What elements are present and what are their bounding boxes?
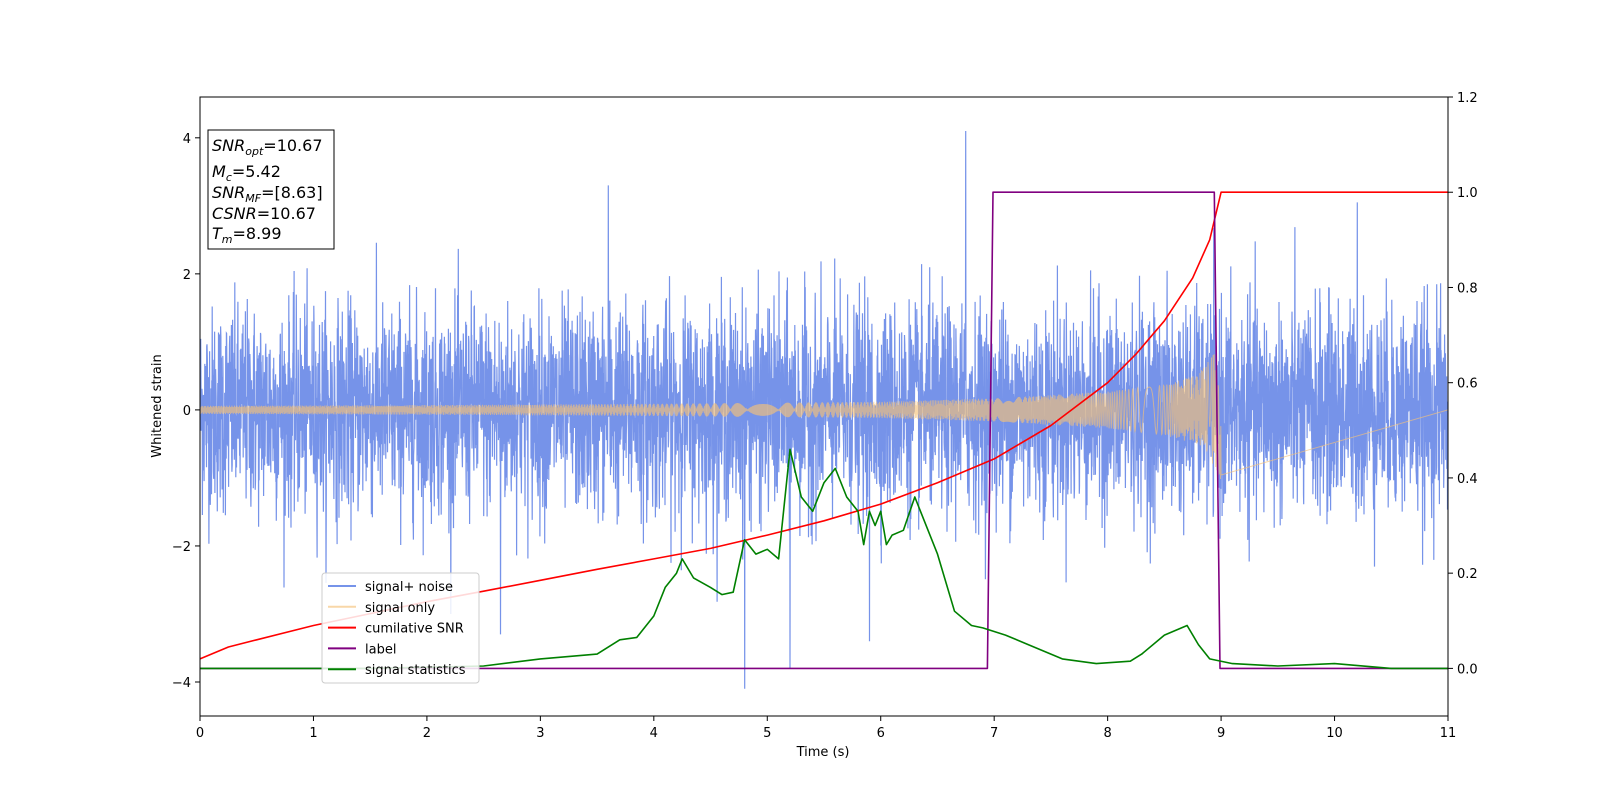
legend-frame: [321, 572, 480, 684]
legend-label: signal only: [365, 601, 435, 616]
y-tick-label-right: 0.0: [1457, 662, 1478, 677]
x-tick-label: 4: [650, 726, 658, 741]
y-tick-label-right: 0.8: [1457, 281, 1478, 296]
x-axis-label: Time (s): [796, 745, 850, 760]
legend-label: label: [365, 642, 396, 657]
legend-label: signal statistics: [365, 663, 466, 678]
y-tick-label-left: 0: [183, 404, 191, 419]
x-tick-label: 11: [1440, 726, 1457, 741]
x-tick-label: 10: [1326, 726, 1343, 741]
y-tick-label-right: 1.2: [1457, 91, 1478, 106]
stats-annotation-box: SNRopt=10.67 Mc=5.42SNRMF=[8.63]CSNR=10.6…: [207, 129, 335, 250]
stats-annotation-line: Mc=5.42: [212, 162, 281, 184]
series-line-signal-noise: [200, 130, 1448, 689]
y-tick-label-right: 1.0: [1457, 186, 1478, 201]
y-tick-label-left: −2: [172, 540, 191, 555]
stats-annotation-line: SNRMF=[8.63]: [212, 183, 323, 205]
y-tick-label-left: 2: [183, 268, 191, 283]
x-tick-label: 9: [1217, 726, 1225, 741]
y-tick-label-left: −4: [172, 676, 191, 691]
y-tick-label-right: 0.6: [1457, 377, 1478, 392]
x-tick-label: 7: [990, 726, 998, 741]
y-tick-label-left: 4: [183, 132, 191, 147]
x-tick-label: 3: [536, 726, 544, 741]
axes: 0 1 2 3 4 5 6 7 8 9 10 11 −4 −2 0 2 4 0.0 0.2 0.4 0.6 0.8 1.0 1…: [172, 91, 1478, 741]
legend-label: cumilative SNR: [365, 622, 464, 637]
plot-frame: [199, 96, 1449, 717]
y-axis-label-left: Whitened strain: [150, 354, 165, 457]
y-tick-label-right: 0.2: [1457, 567, 1478, 582]
stats-annotation-line: CSNR=10.67: [212, 204, 316, 223]
x-tick-label: 6: [877, 726, 885, 741]
stats-annotation-frame: [207, 129, 335, 250]
x-tick-label: 5: [763, 726, 771, 741]
series-line-signal-only: [200, 354, 1448, 480]
legend: signal+ noise signal only cumilative SNR la…: [321, 572, 480, 684]
x-tick-label: 0: [196, 726, 204, 741]
stats-annotation-line: SNRopt=10.67: [212, 136, 323, 158]
x-tick-label: 2: [423, 726, 431, 741]
x-tick-label: 8: [1103, 726, 1111, 741]
y-tick-label-right: 0.4: [1457, 472, 1478, 487]
series-line-label: [200, 191, 1448, 670]
stats-annotation-line: Tm=8.99: [212, 224, 282, 246]
x-tick-label: 1: [309, 726, 317, 741]
series-line-signal-statistics: [200, 448, 1448, 670]
legend-label: signal+ noise: [365, 580, 453, 595]
